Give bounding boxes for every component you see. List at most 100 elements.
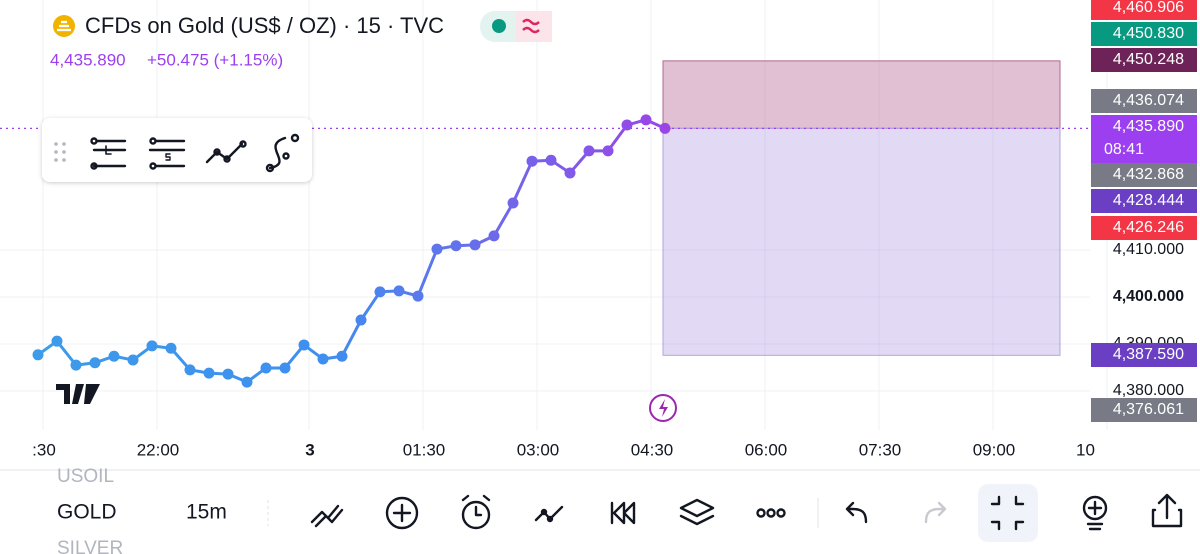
replay-button[interactable]: [610, 501, 636, 525]
price-point: [70, 359, 82, 371]
price-point: [241, 376, 253, 388]
delayed-icon: [522, 18, 540, 34]
status-badge-right: [516, 11, 552, 42]
price-tag-label: 4,435.890: [1113, 118, 1184, 135]
exit-fullscreen-icon: [990, 495, 1025, 531]
price-point: [488, 230, 500, 242]
price-tag-label: 4,450.830: [1113, 25, 1184, 42]
price-point: [640, 114, 652, 126]
price-tag-label: 4,436.074: [1113, 92, 1184, 109]
x-tick-label: 07:30: [859, 440, 902, 459]
price-point: [89, 357, 101, 369]
price-point: [260, 362, 272, 374]
price-point: [222, 368, 234, 380]
price-tag[interactable]: [1091, 89, 1197, 113]
price-tag[interactable]: [1091, 398, 1197, 422]
price-point: [412, 290, 424, 302]
profit-zone: [662, 60, 1061, 129]
price-tag-label: 4,426.246: [1113, 219, 1184, 236]
y-tick-label: 4,380.000: [1113, 382, 1184, 399]
short-position-tool[interactable]: [148, 137, 186, 170]
price-tag[interactable]: [1091, 216, 1197, 240]
drag-handle[interactable]: [54, 142, 66, 162]
grid: [0, 0, 1108, 430]
curve-tool[interactable]: [265, 133, 300, 173]
price-tag[interactable]: [1091, 115, 1197, 163]
price-point: [526, 155, 538, 167]
x-tick-label: :30: [32, 440, 56, 459]
price-point: [659, 122, 671, 134]
price-change: +50.475 (+1.15%): [147, 50, 283, 69]
price-tag[interactable]: [1091, 163, 1197, 187]
share-button[interactable]: [1151, 493, 1183, 528]
price-point: [431, 243, 443, 255]
price-tag[interactable]: [1091, 343, 1197, 367]
price-tag-label: 4,387.590: [1113, 346, 1184, 363]
y-tick-label: 4,410.000: [1113, 241, 1184, 258]
price-tag[interactable]: [1091, 0, 1197, 20]
last-price: 4,435.890: [50, 50, 126, 69]
y-tick-label: 4,400.000: [1113, 288, 1184, 305]
x-tick-label: 06:00: [745, 440, 788, 459]
price-point: [127, 354, 139, 366]
price-point: [336, 350, 348, 362]
price-point: [469, 239, 481, 251]
logo-mark: [57, 20, 71, 32]
price-tag-label: 4,460.906: [1113, 0, 1184, 16]
price-tag-label: 4,376.061: [1113, 401, 1184, 418]
price-point: [450, 240, 462, 252]
idea-button[interactable]: [1082, 495, 1108, 531]
price-tag[interactable]: [1091, 189, 1197, 213]
trend-tool[interactable]: [205, 140, 247, 164]
tv-logo: [56, 384, 100, 404]
event-icon: [659, 399, 668, 417]
symbol-current[interactable]: GOLD: [57, 501, 117, 524]
x-tick-label: 09:00: [973, 440, 1016, 459]
price-tag-label: 4,450.248: [1113, 51, 1184, 68]
price-line: [37, 118, 666, 384]
price-point: [393, 285, 405, 297]
more-button[interactable]: [756, 508, 786, 518]
price-point: [602, 145, 614, 157]
price-tag-label: 4,432.868: [1113, 166, 1184, 183]
x-tick-label: 01:30: [403, 440, 446, 459]
price-point: [146, 340, 158, 352]
countdown: 08:41: [1104, 141, 1144, 158]
redo-button[interactable]: [924, 501, 947, 524]
price-point: [355, 314, 367, 326]
price-tag[interactable]: [1091, 22, 1197, 46]
x-tick-label: 10: [1076, 440, 1095, 459]
x-tick-label: 03:00: [517, 440, 560, 459]
price-point: [545, 154, 557, 166]
symbol-next[interactable]: SILVER: [57, 538, 123, 554]
price-point: [621, 119, 633, 131]
price-tag[interactable]: [1091, 48, 1197, 72]
price-point: [51, 335, 63, 347]
layers-button[interactable]: [679, 498, 715, 526]
fullscreen-active[interactable]: [978, 484, 1038, 542]
symbol-title[interactable]: CFDs on Gold (US$ / OZ) · 15 · TVC: [85, 13, 444, 38]
price-point: [32, 349, 44, 361]
symbol-prev[interactable]: USOIL: [57, 466, 114, 487]
price-point: [184, 364, 196, 376]
long-position-tool[interactable]: [90, 137, 127, 170]
price-point: [279, 362, 291, 374]
undo-button[interactable]: [845, 501, 868, 524]
price-tag-label: 4,428.444: [1113, 192, 1184, 209]
price-point: [108, 350, 120, 362]
price-point: [564, 167, 576, 179]
add-button[interactable]: [385, 496, 419, 530]
market-open-dot: [492, 19, 506, 33]
price-point: [374, 286, 386, 298]
x-tick-label: 3: [305, 440, 314, 459]
interval[interactable]: 15m: [186, 501, 227, 524]
price-point: [583, 145, 595, 157]
x-tick-label: 22:00: [137, 440, 180, 459]
price-point: [165, 342, 177, 354]
price-point: [298, 339, 310, 351]
indicators-button[interactable]: [310, 504, 344, 528]
chart-type-button[interactable]: [534, 505, 564, 523]
alert-button[interactable]: [461, 494, 491, 530]
plot: [0, 60, 1090, 388]
